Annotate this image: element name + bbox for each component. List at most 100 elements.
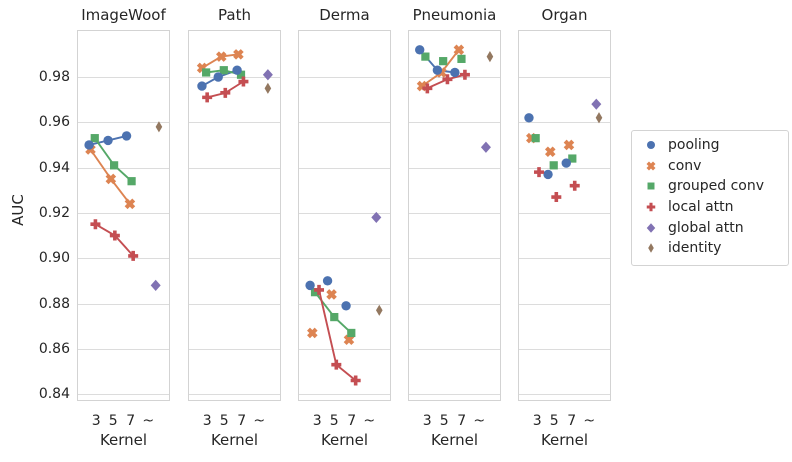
- x-axis-label: Kernel: [210, 431, 259, 449]
- global-attn-marker: [150, 279, 161, 291]
- x-tick-label: 5: [549, 413, 559, 429]
- panel-plot-area-path: [188, 30, 281, 401]
- gridline: [409, 348, 500, 350]
- identity-marker-icon: [648, 243, 654, 254]
- local-attn-marker: [90, 219, 101, 230]
- y-tick-label: 0.96: [38, 114, 70, 131]
- grouped-conv-marker: [310, 288, 320, 297]
- conv-marker: [343, 334, 355, 346]
- gridline: [519, 77, 610, 78]
- gridline: [189, 303, 280, 305]
- panel-title-derma: Derma: [319, 6, 370, 24]
- gridline: [299, 122, 390, 124]
- panel-title-path: Path: [218, 6, 251, 24]
- gridline: [519, 394, 610, 396]
- gridline: [409, 303, 500, 305]
- gridline: [78, 348, 169, 350]
- gridline: [299, 394, 390, 396]
- local-attn-marker: [109, 230, 120, 241]
- identity-marker: [375, 304, 383, 316]
- global-attn-marker: [591, 98, 602, 110]
- pooling-marker: [432, 65, 443, 75]
- grouped-conv-marker: [330, 312, 339, 322]
- local-attn-marker: [551, 192, 562, 203]
- gridline: [409, 122, 500, 124]
- local-attn-marker: [128, 250, 139, 261]
- conv-marker: [307, 327, 318, 339]
- x-tick-label: 7: [457, 413, 467, 429]
- conv-marker: [544, 146, 556, 158]
- legend-item-grouped-conv: grouped conv: [632, 176, 788, 197]
- x-tick-label: 7: [347, 413, 357, 429]
- gridline: [519, 212, 610, 214]
- conv-marker: [453, 44, 465, 56]
- x-tick-label: 3: [422, 413, 432, 429]
- x-tick-label: 5: [108, 413, 118, 429]
- local-attn-marker: [534, 167, 545, 178]
- local-attn-marker: [422, 83, 433, 94]
- local-attn-marker: [569, 180, 580, 191]
- gridline: [519, 303, 610, 305]
- x-tick-label: 5: [219, 413, 229, 429]
- pooling-marker: [103, 135, 113, 146]
- y-tick-label: 0.86: [38, 340, 70, 357]
- identity-marker: [264, 82, 272, 94]
- grouped-conv-marker: [236, 70, 246, 79]
- panel-series-svg: [305, 211, 383, 386]
- grouped-conv-marker: [347, 328, 356, 338]
- x-tick-label: 7: [237, 413, 247, 429]
- grouped-conv-marker-icon: [647, 182, 655, 190]
- local-attn-marker: [459, 69, 470, 80]
- gridline: [519, 167, 610, 169]
- panel-series-svg: [524, 98, 603, 203]
- legend-item-pooling: pooling: [632, 135, 788, 156]
- gridline: [189, 258, 280, 260]
- gridline: [299, 77, 390, 78]
- global-attn-marker: [480, 141, 491, 153]
- pooling-marker: [341, 301, 351, 311]
- grouped-conv-marker: [127, 177, 136, 186]
- local-attn-marker-icon: [646, 202, 656, 212]
- local-attn-marker: [238, 76, 249, 87]
- gridline: [78, 167, 169, 169]
- panel-title-imagewoof: ImageWoof: [81, 6, 166, 24]
- panel-title-organ: Organ: [541, 6, 588, 24]
- local-attn-marker: [331, 359, 342, 370]
- global-attn-marker: [371, 211, 382, 224]
- y-tick-label: 0.90: [38, 250, 70, 267]
- gridline: [78, 394, 169, 396]
- gridline: [189, 167, 280, 169]
- legend-label: local attn: [668, 199, 734, 216]
- identity-marker: [155, 121, 163, 133]
- grouped-conv-marker: [219, 66, 228, 75]
- x-tick-label: 5: [329, 413, 339, 429]
- grouped-conv-marker: [421, 52, 430, 61]
- gridline: [409, 212, 500, 214]
- conv-marker: [326, 289, 337, 300]
- panel-series-svg: [196, 49, 273, 103]
- grouped-conv-marker: [439, 57, 448, 66]
- legend-label: pooling: [668, 137, 720, 154]
- gridline: [78, 303, 169, 305]
- x-axis-label: Kernel: [540, 431, 589, 449]
- panel-series-svg: [415, 44, 494, 153]
- x-tick-label: 3: [91, 413, 101, 429]
- pooling-marker: [322, 276, 333, 286]
- y-tick-label: 0.94: [38, 159, 70, 176]
- gridline: [78, 77, 169, 78]
- x-axis-label: Kernel: [99, 431, 148, 449]
- conv-marker: [216, 51, 227, 62]
- gridline: [189, 348, 280, 350]
- x-tick-label: 7: [126, 413, 136, 429]
- y-tick-label: 0.84: [38, 386, 70, 403]
- pooling-marker: [213, 72, 223, 82]
- legend-label: identity: [668, 240, 722, 257]
- local-attn-marker: [442, 74, 453, 85]
- gridline: [189, 122, 280, 124]
- x-axis-label: Kernel: [320, 431, 369, 449]
- local-attn-marker: [350, 375, 361, 386]
- pooling-marker: [305, 280, 315, 291]
- pooling-marker: [561, 158, 571, 168]
- grouped-conv-marker: [202, 68, 211, 77]
- gridline: [78, 212, 169, 214]
